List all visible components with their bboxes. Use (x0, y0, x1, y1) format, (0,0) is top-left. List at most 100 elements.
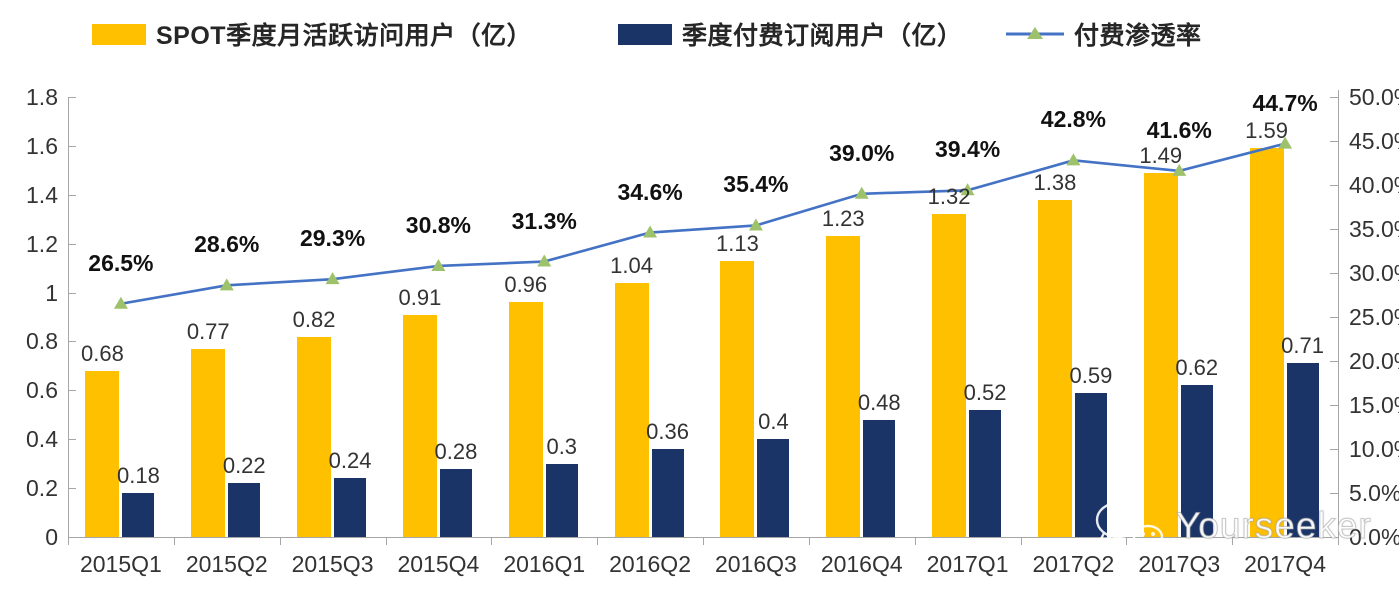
bar-subscribers (545, 463, 578, 537)
wechat-icon (1095, 501, 1164, 554)
y-axis-tick (68, 488, 76, 490)
line-marker (325, 272, 340, 285)
y-axis-tick (68, 390, 76, 392)
bar-value-label-mau: 1.49 (1139, 142, 1183, 168)
x-axis-label: 2017Q4 (1244, 551, 1326, 577)
y-axis-tick (68, 243, 76, 245)
x-axis-tick (279, 537, 281, 545)
legend-item-subscribers: 季度付费订阅用户（亿） (618, 18, 963, 50)
subscribers-legend-label: 季度付费订阅用户（亿） (682, 22, 963, 50)
penetration-label: 44.7% (1252, 89, 1318, 116)
y-axis-label: 1.2 (26, 230, 58, 257)
bar-value-label-mau: 1.13 (715, 230, 759, 256)
bar-subscribers (969, 409, 1002, 537)
bar-value-label-subscribers: 0.36 (646, 419, 689, 444)
bar-value-label-mau: 1.23 (821, 206, 865, 232)
x-axis-tick (385, 537, 387, 545)
bar-value-label-subscribers: 0.18 (116, 463, 160, 488)
line-marker (537, 254, 552, 267)
y2-axis-tick (1330, 97, 1338, 98)
watermark: Yourseeker (1090, 497, 1372, 555)
y2-axis-label: 10.0% (1349, 436, 1399, 462)
mau-legend-swatch (92, 23, 146, 45)
y2-axis-label: 40.0% (1349, 172, 1399, 198)
x-axis-tick (173, 537, 175, 545)
bar-value-label-mau: 1.38 (1033, 169, 1077, 195)
bar-value-label-mau: 0.68 (80, 340, 124, 366)
y-axis-line (68, 97, 69, 537)
bar-value-label-subscribers: 0.48 (857, 389, 901, 415)
x-axis-label: 2016Q4 (820, 551, 903, 577)
x-axis-tick (1338, 537, 1339, 545)
x-axis-tick (703, 537, 704, 545)
line-marker-legend-swatch (1006, 27, 1064, 39)
bar-value-label-subscribers: 0.52 (963, 379, 1007, 405)
bar-value-label-subscribers: 0.4 (758, 409, 789, 435)
y-axis-tick (68, 341, 76, 343)
y2-axis-label: 50.0% (1349, 84, 1399, 110)
y-axis-label: 1.6 (26, 132, 58, 159)
y-axis-tick (68, 97, 76, 98)
y-axis-tick (68, 145, 76, 147)
y-axis-label: 0 (45, 524, 58, 550)
bar-mau (85, 370, 120, 537)
line-marker (643, 225, 658, 238)
y2-axis-tick (1330, 273, 1338, 274)
x-axis-label: 2015Q4 (397, 551, 480, 577)
x-axis-tick (808, 537, 810, 545)
bar-mau (402, 314, 437, 537)
x-axis-label: 2016Q3 (714, 551, 797, 577)
bar-value-label-subscribers: 0.59 (1069, 362, 1113, 388)
bar-subscribers (439, 468, 472, 537)
bar-value-label-mau: 0.96 (504, 272, 548, 298)
y2-axis-tick (1330, 317, 1338, 318)
bar-value-label-mau: 0.82 (292, 306, 336, 332)
penetration-label: 41.6% (1146, 116, 1212, 143)
y-axis-tick (68, 537, 76, 538)
bar-subscribers (863, 419, 896, 537)
bar-mau (932, 214, 967, 537)
bar-mau (720, 260, 755, 537)
line-marker (431, 258, 446, 271)
bar-mau (826, 236, 861, 537)
line-marker (748, 218, 763, 231)
y-axis-label: 0.6 (26, 377, 58, 404)
line-marker (1066, 153, 1081, 166)
bar-value-label-mau: 0.91 (398, 284, 442, 310)
y2-axis-label: 25.0% (1349, 304, 1399, 330)
line-marker (113, 296, 128, 309)
bar-value-label-mau: 1.32 (927, 184, 971, 210)
bar-subscribers (1074, 392, 1107, 537)
penetration-label: 39.4% (934, 136, 1001, 163)
y-axis-label: 0.8 (26, 328, 58, 355)
penetration-legend-label: 付费渗透率 (1074, 22, 1202, 50)
y2-axis-tick (1330, 185, 1338, 186)
y2-axis-tick (1330, 537, 1338, 538)
y-axis-label: 1 (45, 279, 58, 306)
x-axis-tick (1126, 537, 1128, 545)
bar-value-label-subscribers: 0.3 (546, 433, 578, 459)
y2-axis-label: 20.0% (1349, 348, 1399, 374)
line-marker (854, 186, 869, 199)
penetration-label: 35.4% (723, 171, 789, 198)
y-axis-tick (68, 439, 76, 441)
watermark-text: Yourseeker (1176, 505, 1372, 547)
bar-subscribers (651, 449, 684, 537)
x-axis-label: 2017Q1 (926, 551, 1009, 577)
y-axis-label: 0.2 (26, 475, 58, 502)
legend-item-mau: SPOT季度月活跃访问用户（亿） (92, 18, 532, 50)
y-axis-label: 1.8 (26, 84, 58, 110)
bar-mau (614, 282, 649, 537)
bar-value-label-subscribers: 0.22 (222, 453, 266, 479)
y2-axis-tick (1330, 361, 1338, 362)
y2-axis-tick (1330, 405, 1338, 406)
x-axis-label: 2015Q1 (79, 551, 162, 577)
bar-mau (508, 302, 543, 537)
x-axis-tick (1020, 537, 1022, 545)
bar-value-label-subscribers: 0.24 (328, 448, 372, 474)
x-axis-tick (914, 537, 916, 545)
penetration-label: 31.3% (511, 207, 577, 234)
x-axis-label: 2016Q2 (609, 551, 691, 577)
y2-axis-line (1338, 90, 1339, 537)
